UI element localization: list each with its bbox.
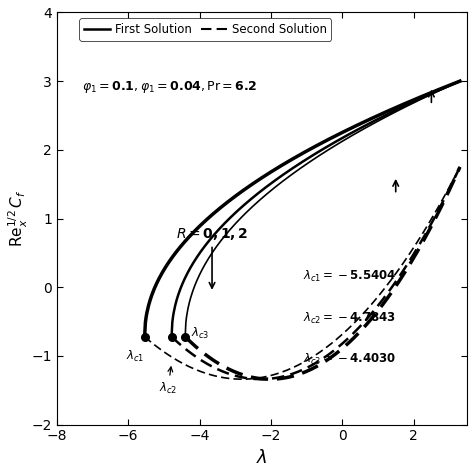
Y-axis label: $\mathrm{Re}_x^{1/2}\,C_f$: $\mathrm{Re}_x^{1/2}\,C_f$ <box>7 190 30 247</box>
Text: $R = \mathbf{0, 1, 2}$: $R = \mathbf{0, 1, 2}$ <box>176 226 248 288</box>
Text: $\lambda_{c2} = -\mathbf{4.7843}$: $\lambda_{c2} = -\mathbf{4.7843}$ <box>303 310 396 326</box>
Text: $\lambda_{c1} = -\mathbf{5.5404}$: $\lambda_{c1} = -\mathbf{5.5404}$ <box>303 269 396 284</box>
Text: $\varphi_1 = \mathbf{0.1},\varphi_1 = \mathbf{0.04}, \mathrm{Pr} = \mathbf{6.2}$: $\varphi_1 = \mathbf{0.1},\varphi_1 = \m… <box>82 79 257 95</box>
X-axis label: $\lambda$: $\lambda$ <box>256 449 268 467</box>
Text: $\lambda_{c3} = -\mathbf{4.4030}$: $\lambda_{c3} = -\mathbf{4.4030}$ <box>303 352 396 367</box>
Legend: First Solution, Second Solution: First Solution, Second Solution <box>79 18 331 41</box>
Text: $\lambda_{c2}$: $\lambda_{c2}$ <box>159 367 177 396</box>
Text: $\lambda_{c3}$: $\lambda_{c3}$ <box>191 326 209 341</box>
Text: $\lambda_{c1}$: $\lambda_{c1}$ <box>127 349 145 364</box>
